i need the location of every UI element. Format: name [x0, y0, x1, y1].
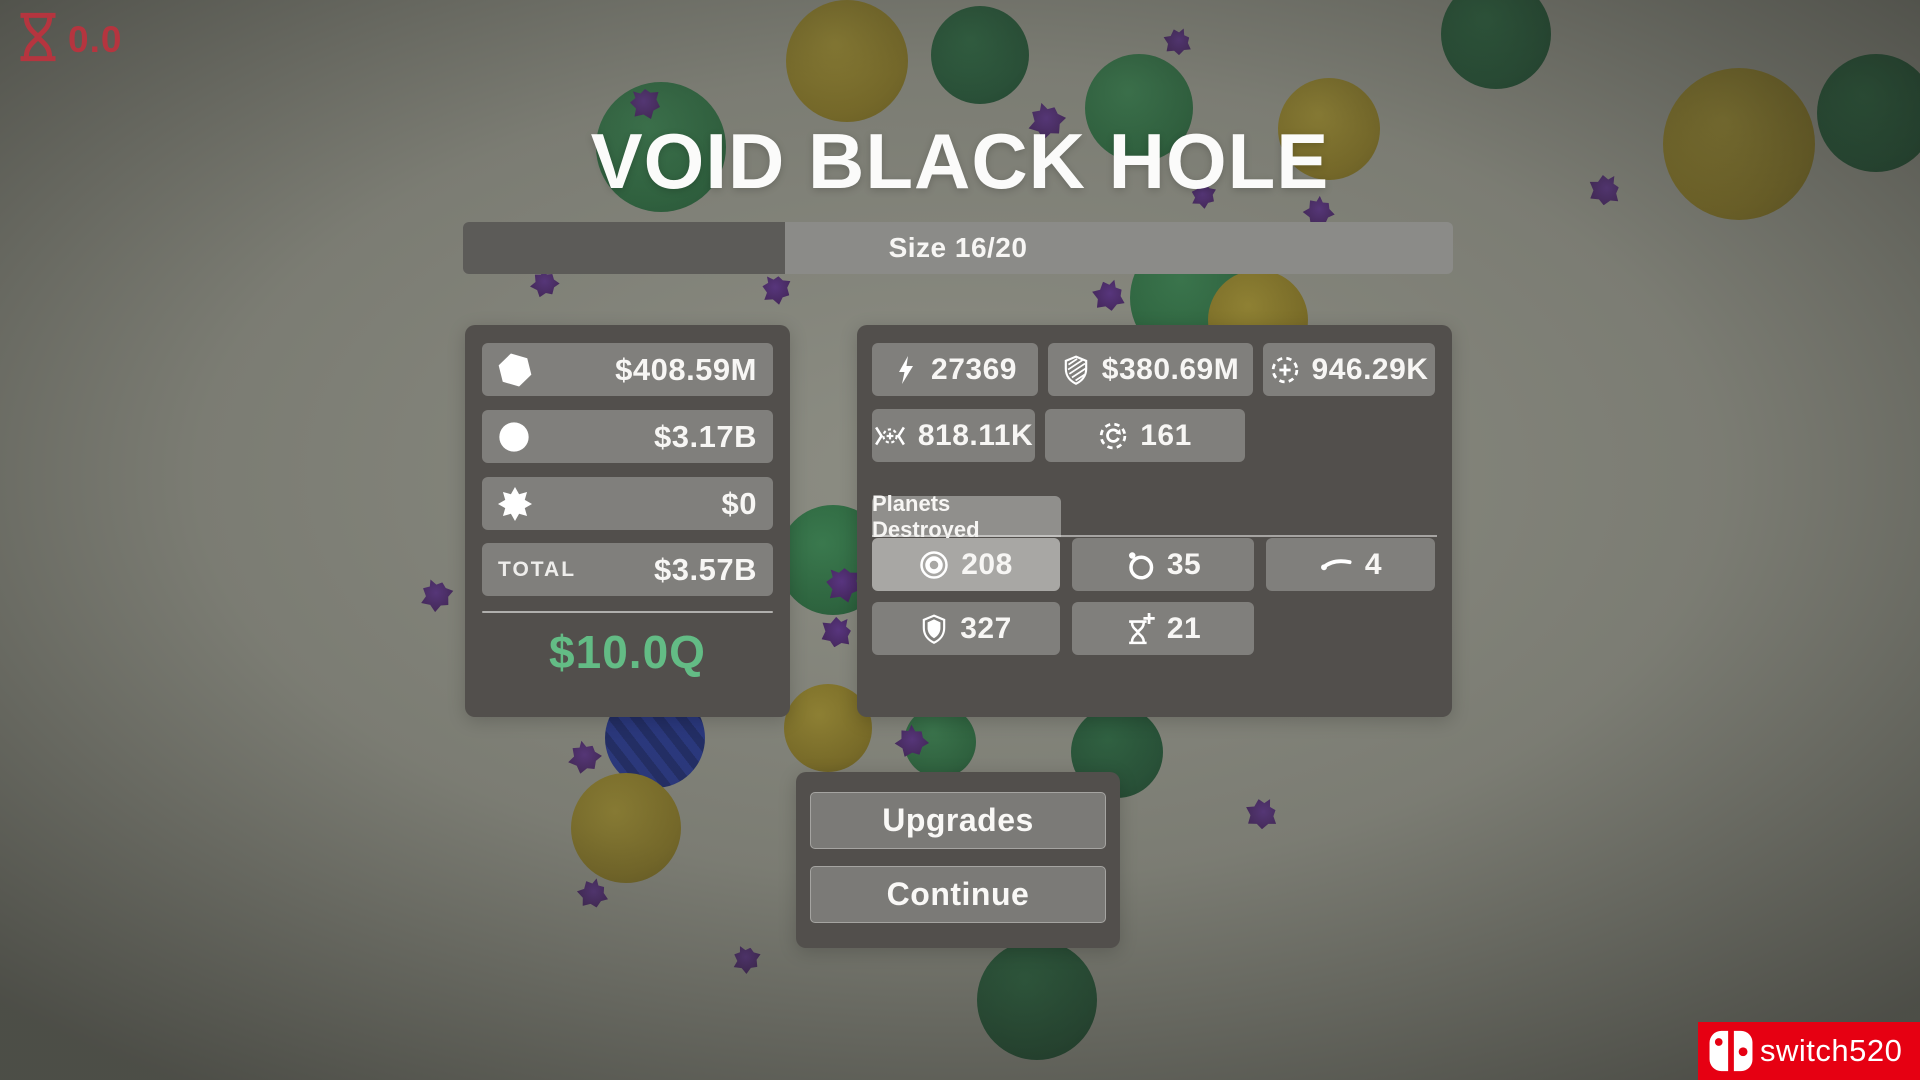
striped-shield-icon [1062, 354, 1090, 385]
total-row: TOTAL $3.57B [482, 543, 773, 596]
target-plus-icon [1270, 355, 1300, 385]
planet-type-chip-shield[interactable]: 327 [872, 602, 1060, 655]
divider [482, 611, 773, 613]
watermark: switch520 [1698, 1022, 1920, 1080]
page-title: VOID BLACK HOLE [590, 117, 1330, 205]
planet-type-chip-moon[interactable]: 35 [1072, 538, 1254, 591]
planet-type-chip-ringed[interactable]: 208 [872, 538, 1060, 591]
size-progress-bar: Size 16/20 [463, 222, 1453, 274]
size-progress-fill [463, 222, 785, 274]
stat-chip-shield-money: $380.69M [1048, 343, 1253, 396]
menu-panel: Upgrades Continue [796, 772, 1120, 948]
watermark-text: switch520 [1760, 1033, 1903, 1068]
stat-chip-rotations: 161 [1045, 409, 1245, 462]
planets-destroyed-label: Planets Destroyed [872, 491, 1061, 542]
planet-type-chip-comet[interactable]: 4 [1266, 538, 1435, 591]
continue-button[interactable]: Continue [810, 866, 1106, 923]
hourglass-plus-icon [1125, 612, 1155, 645]
rotate-icon [1098, 421, 1128, 451]
stats-panel: 27369 $380.69M 946.29K [857, 325, 1452, 717]
stat-chip-converge: 818.11K [872, 409, 1035, 462]
total-value: $3.57B [654, 551, 757, 587]
upgrades-button[interactable]: Upgrades [810, 792, 1106, 849]
total-label: TOTAL [498, 557, 577, 581]
shield-icon [920, 613, 948, 644]
wallet-panel: $408.59M $3.17B $0 TOTAL $3.57B $10.0Q [465, 325, 790, 717]
timer-value: 0.0 [68, 18, 123, 60]
stat-chip-target: 946.29K [1263, 343, 1435, 396]
planet-type-chip-hourglass[interactable]: 21 [1072, 602, 1254, 655]
hourglass-timer-icon [18, 12, 58, 67]
currency-value: $3.17B [654, 418, 757, 454]
switch-logo-icon [1708, 1029, 1754, 1073]
currency-value: $0 [721, 485, 757, 521]
currency-row: $0 [482, 477, 773, 530]
planets-destroyed-underline [872, 535, 1437, 537]
currency-row: $408.59M [482, 343, 773, 396]
currency-row: $3.17B [482, 410, 773, 463]
moon-circle-icon [498, 421, 530, 453]
converge-icon [874, 422, 906, 450]
lightning-icon [893, 355, 919, 385]
hexagon-gem-icon [494, 349, 535, 390]
stat-chip-energy: 27369 [872, 343, 1038, 396]
moon-orbit-icon [1125, 550, 1155, 580]
comet-icon [1319, 553, 1353, 577]
offline-timer: 0.0 [18, 12, 122, 67]
goal-value: $10.0Q [549, 626, 706, 678]
currency-value: $408.59M [615, 351, 757, 387]
sun-star-icon [498, 486, 532, 521]
ringed-planet-icon [919, 550, 949, 580]
size-progress-label: Size 16/20 [888, 232, 1028, 263]
